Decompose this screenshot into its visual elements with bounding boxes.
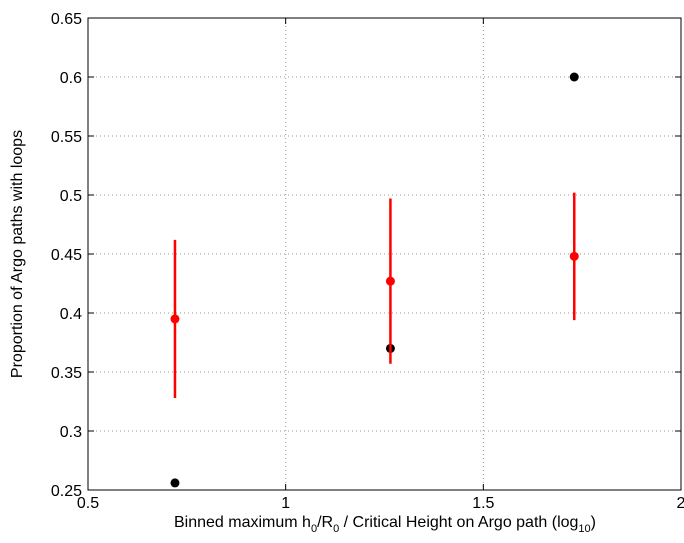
x-label-part: Binned maximum h <box>174 514 311 531</box>
y-tick-label: 0.4 <box>60 306 82 323</box>
x-tick-label: 0.5 <box>77 495 99 512</box>
y-tick-label: 0.5 <box>60 188 82 205</box>
y-tick-label: 0.3 <box>60 424 82 441</box>
x-label-subscript: 0 <box>311 523 317 535</box>
y-axis-label: Proportion of Argo paths with loops <box>9 130 26 378</box>
x-tick-label: 1 <box>281 495 290 512</box>
point <box>569 251 579 261</box>
point <box>569 72 579 82</box>
x-tick-label: 2 <box>677 495 684 512</box>
point <box>170 314 180 324</box>
point <box>170 478 180 488</box>
y-tick-label: 0.55 <box>51 129 82 146</box>
y-tick-label: 0.65 <box>51 11 82 28</box>
plot-frame <box>87 17 682 491</box>
x-label-subscript: 0 <box>333 523 339 535</box>
y-tick-label: 0.45 <box>51 247 82 264</box>
x-label-part: / Critical Height on Argo path (log <box>339 514 578 531</box>
y-tick-label: 0.6 <box>60 70 82 87</box>
x-label-part: ) <box>591 514 596 531</box>
y-tick-label: 0.35 <box>51 365 82 382</box>
point <box>385 276 395 286</box>
x-axis-label: Binned maximum h0/R0 / Critical Height o… <box>174 514 596 535</box>
y-tick-label: 0.25 <box>51 483 82 500</box>
x-tick-label: 1.5 <box>472 495 494 512</box>
x-label-part: /R <box>317 514 333 531</box>
x-label-subscript: 10 <box>578 523 590 535</box>
